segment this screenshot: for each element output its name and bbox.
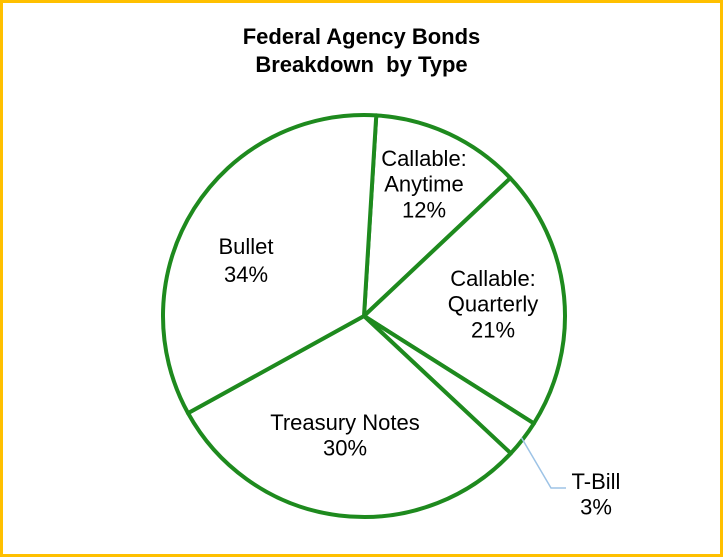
slice-label-4: Bullet 34% — [218, 234, 273, 287]
chart-title-line-2: Breakdown by Type — [255, 52, 468, 77]
leader-lines — [520, 437, 566, 489]
slice-label-0: Callable: Anytime 12% — [381, 146, 467, 222]
leader-line-t-bill — [520, 437, 566, 489]
slice-label-1: Callable: Quarterly 21% — [448, 266, 538, 342]
chart-title-line-1: Federal Agency Bonds — [242, 24, 481, 49]
slice-label-3: Treasury Notes 30% — [270, 410, 420, 461]
chart-title: Federal Agency Bonds Breakdown by Type — [3, 23, 720, 79]
pie-slice-bullet — [161, 112, 379, 416]
slice-label-2: T-Bill 3% — [572, 469, 621, 520]
pie-slices — [161, 112, 567, 519]
pie-slice-treasury-notes — [186, 314, 513, 519]
pie-slice-callable-quarterly — [362, 176, 567, 426]
pie-slice-callable-anytime — [362, 113, 513, 318]
slice-labels: Callable: Anytime 12% Callable: Quarterly 21%… — [218, 146, 620, 520]
